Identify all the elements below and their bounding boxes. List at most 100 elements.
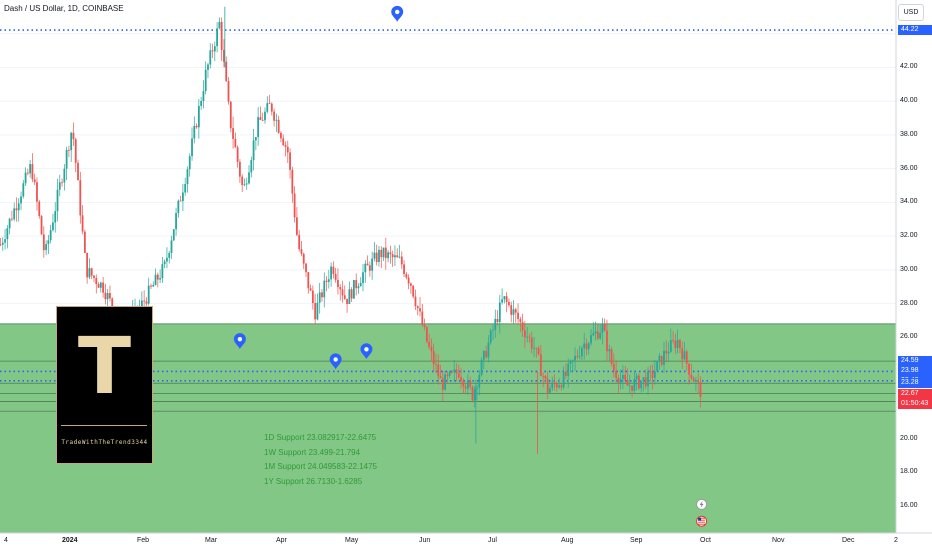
- candle-body: [375, 252, 378, 262]
- event-icons: [696, 498, 708, 527]
- candle-body: [245, 183, 248, 185]
- candle-body: [432, 351, 435, 365]
- candle-body: [341, 289, 344, 296]
- candle-body: [533, 347, 535, 349]
- logo-badge: T TradeWithTheTrend3344: [56, 306, 153, 464]
- candle-body: [186, 169, 189, 185]
- us-flag-icon: [696, 515, 708, 527]
- candle-body: [13, 208, 16, 220]
- candle-body: [42, 234, 45, 251]
- candle-body: [243, 184, 246, 186]
- candle-body: [640, 380, 643, 389]
- map-marker-icon: [391, 5, 404, 22]
- candle-body: [391, 254, 394, 258]
- candle-body: [220, 21, 223, 51]
- candle-body: [601, 323, 604, 333]
- candle-body: [1, 242, 4, 245]
- candle-body: [587, 343, 590, 350]
- candle-body: [70, 132, 73, 151]
- candle-body: [236, 147, 239, 162]
- price-tick-label: 20.00: [900, 434, 918, 442]
- price-tag: 23.28: [898, 378, 932, 389]
- candle-body: [161, 264, 164, 279]
- candle-body: [109, 293, 111, 299]
- candle-body: [667, 351, 670, 354]
- candle-body: [528, 336, 531, 338]
- candle-body: [615, 370, 617, 378]
- candle-body: [596, 331, 599, 339]
- candle-body: [503, 296, 506, 300]
- candle-body: [177, 200, 180, 214]
- candle-body: [314, 303, 317, 320]
- candle-body: [539, 354, 542, 376]
- candle-body: [355, 280, 358, 289]
- candle-body: [106, 293, 109, 300]
- candle-body: [653, 371, 656, 378]
- candle-body: [455, 369, 458, 374]
- candle-body: [298, 234, 301, 250]
- candle-body: [63, 168, 66, 183]
- candle-body: [619, 378, 622, 383]
- candle-body: [307, 272, 310, 289]
- candle-body: [690, 374, 693, 379]
- candle-body: [147, 285, 150, 304]
- price-tag: 22.67: [898, 388, 932, 399]
- candle-body: [695, 379, 697, 382]
- candle-body: [204, 69, 207, 92]
- candle-body: [453, 369, 456, 372]
- candle-body: [569, 360, 572, 364]
- candle-body: [216, 28, 218, 47]
- price-axis-background: [896, 0, 932, 550]
- time-tick-label: Dec: [842, 537, 855, 544]
- time-tick-label: Nov: [772, 537, 785, 544]
- candle-body: [628, 385, 631, 387]
- candle-body: [403, 264, 405, 275]
- currency-button[interactable]: USD: [898, 4, 924, 21]
- support-annotation-1m: 1M Support 24.049583-22.1475: [264, 462, 377, 471]
- time-tick-label: Oct: [700, 537, 711, 544]
- candle-body: [649, 371, 652, 373]
- candle-body: [524, 330, 526, 338]
- candle-body: [248, 172, 250, 184]
- logo-letter: T: [77, 322, 132, 412]
- candle-body: [61, 182, 63, 184]
- candle-body: [159, 278, 161, 280]
- candle-body: [692, 378, 695, 382]
- candle-body: [172, 229, 175, 241]
- flag-canton: [698, 517, 702, 521]
- candle-body: [33, 179, 36, 183]
- candle-body: [241, 176, 244, 186]
- candle-body: [635, 375, 638, 380]
- candle-body: [353, 280, 355, 299]
- candle-body: [350, 289, 353, 299]
- candle-body: [56, 189, 59, 212]
- candle-body: [508, 301, 510, 306]
- candle-body: [49, 230, 52, 241]
- marker-dot: [395, 9, 400, 15]
- candle-body: [4, 239, 6, 243]
- candle-body: [441, 378, 444, 390]
- candle-body: [599, 332, 602, 339]
- candle-body: [154, 274, 157, 286]
- candle-body: [11, 218, 13, 220]
- candle-body: [482, 350, 485, 360]
- time-tick-label: 2: [894, 537, 898, 544]
- candle-body: [444, 374, 446, 390]
- support-annotation-1d: 1D Support 23.082917-22.6475: [264, 433, 377, 442]
- candle-body: [257, 117, 260, 138]
- candle-body: [603, 323, 606, 331]
- candle-body: [663, 350, 665, 365]
- candle-body: [368, 265, 371, 271]
- logo-divider: [61, 425, 147, 426]
- candle-body: [430, 346, 433, 352]
- candle-body: [47, 240, 50, 245]
- candle-body: [270, 103, 273, 112]
- candle-body: [416, 306, 419, 309]
- candle-body: [590, 335, 592, 344]
- candle-body: [291, 169, 294, 194]
- candle-body: [476, 387, 478, 389]
- candle-body: [229, 101, 232, 129]
- candle-body: [266, 103, 269, 112]
- candle-body: [286, 146, 289, 153]
